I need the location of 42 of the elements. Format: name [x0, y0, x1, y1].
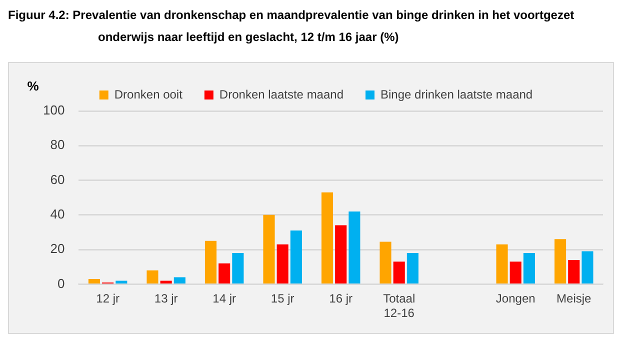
legend-label: Dronken laatste maand	[219, 87, 344, 102]
bar	[510, 262, 522, 284]
x-tick-label: Jongen	[496, 292, 536, 306]
bar	[321, 192, 334, 284]
bar	[348, 211, 360, 284]
bar	[160, 280, 172, 284]
bar	[582, 251, 594, 284]
bar	[290, 230, 302, 284]
y-tick-label: 80	[50, 137, 65, 152]
x-tick-label: Meisje	[556, 292, 592, 306]
chart-title: Figuur 4.2: Prevalentie van dronkenschap en maandprevalentie van binge drinken in het voortgezet onderwijs naar leeftijd en geslacht, 12 t/m 16 jaar (%)	[8, 7, 576, 46]
y-tick-label: 40	[50, 206, 65, 222]
x-tick-label: 12 jr	[96, 292, 120, 306]
bar	[335, 225, 347, 284]
bar	[146, 270, 158, 284]
bar	[554, 239, 566, 284]
bar	[406, 253, 418, 284]
x-tick-label: Totaal 12-16	[383, 292, 416, 320]
y-tick-label: 0	[57, 276, 65, 291]
bar	[88, 279, 100, 284]
bar	[232, 253, 244, 284]
bar	[204, 240, 217, 284]
bar	[276, 244, 288, 284]
x-tick-label: 14 jr	[212, 292, 236, 306]
bar	[174, 277, 186, 284]
x-tick-label: 16 jr	[329, 292, 353, 306]
bar	[218, 263, 230, 284]
legend-label: Binge drinken laatste maand	[380, 87, 533, 102]
y-axis-title: %	[27, 78, 40, 94]
bar	[523, 253, 535, 284]
bar	[496, 244, 508, 284]
x-tick-label: 13 jr	[154, 292, 178, 306]
x-tick-label: 15 jr	[270, 292, 294, 306]
y-tick-label: 60	[50, 172, 65, 187]
bar	[116, 280, 128, 284]
bar	[263, 214, 275, 284]
bar	[393, 262, 405, 284]
legend-label: Dronken ooit	[114, 87, 184, 102]
y-tick-label: 20	[50, 241, 65, 256]
y-tick-label: 100	[42, 102, 65, 118]
bar	[568, 260, 580, 284]
bar	[380, 242, 392, 284]
